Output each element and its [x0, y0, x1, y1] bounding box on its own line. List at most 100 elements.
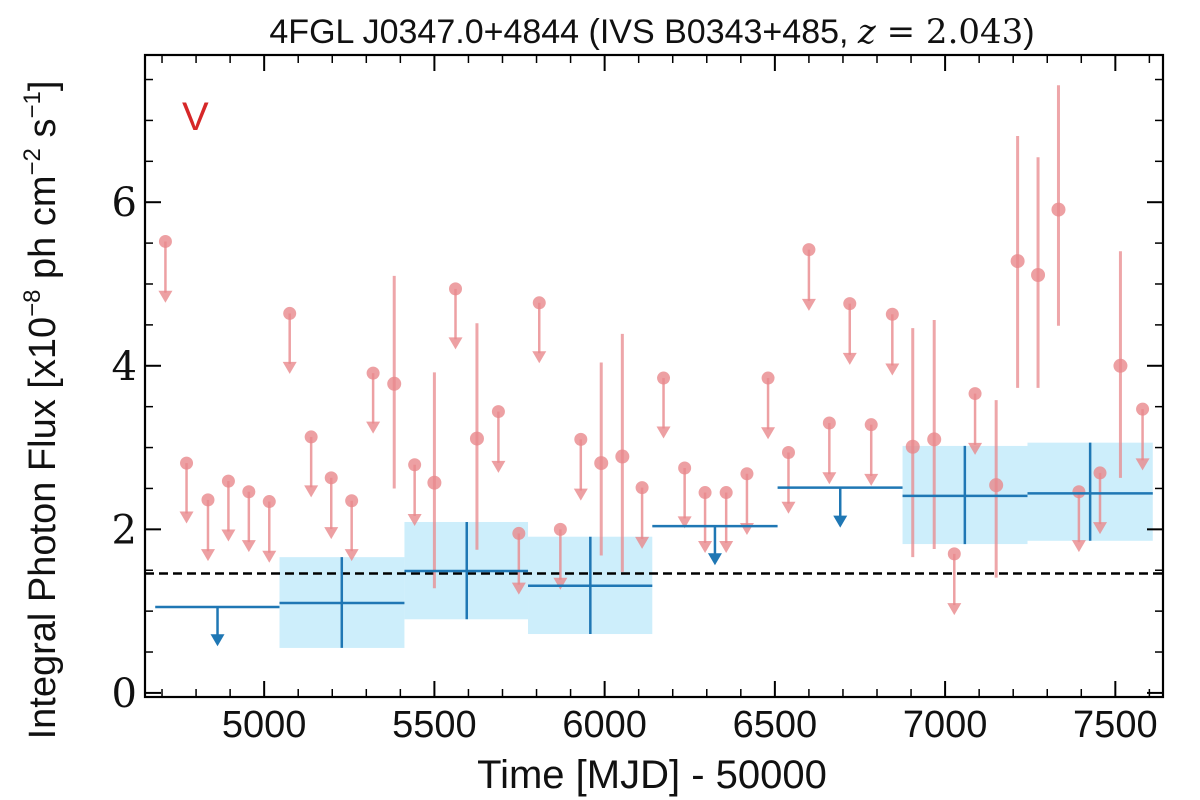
upper-limit-arrow	[200, 549, 215, 562]
x-tick-label: 5000	[222, 704, 307, 746]
axis-ticks	[145, 55, 1163, 697]
upper-limit-arrow	[553, 577, 568, 590]
upper-limit-arrow	[739, 522, 754, 535]
short-bin-point	[1113, 358, 1128, 373]
upper-limit-arrow	[573, 488, 588, 501]
x-tick-label: 6500	[733, 704, 818, 746]
y-tick-label: 2	[112, 507, 137, 553]
x-tick-label: 5500	[392, 704, 477, 746]
short-bin-point	[1051, 202, 1066, 217]
upper-limit-point	[324, 471, 338, 485]
upper-limit-point	[781, 445, 795, 459]
short-bin-point	[1031, 267, 1046, 282]
long-bin-limit-arrow	[833, 515, 848, 528]
x-axis-label: Time [MJD] - 50000	[477, 753, 827, 797]
upper-limit-arrow	[885, 363, 900, 376]
upper-limit-point	[885, 307, 899, 321]
panel-label: V	[182, 95, 209, 139]
upper-limit-point	[304, 430, 318, 444]
upper-limit-point	[761, 371, 775, 385]
upper-limit-arrow	[344, 549, 359, 562]
upper-limit-point	[822, 416, 836, 430]
upper-limit-arrow	[179, 511, 194, 524]
upper-limit-point	[678, 461, 692, 475]
upper-limit-arrow	[656, 426, 671, 439]
upper-limit-point	[532, 296, 546, 310]
upper-limit-point	[968, 387, 982, 401]
upper-limit-point	[1136, 402, 1150, 416]
upper-limit-arrow	[304, 485, 319, 498]
upper-limit-arrow	[781, 501, 796, 514]
upper-limit-arrow	[842, 352, 857, 365]
upper-limit-arrow	[635, 536, 650, 549]
y-tick-label: 4	[112, 344, 137, 390]
upper-limit-point	[366, 366, 380, 380]
upper-limit-point	[740, 467, 754, 481]
upper-limit-arrow	[282, 361, 297, 374]
plot-frame	[143, 53, 1165, 699]
plot-clipped	[145, 85, 1163, 648]
upper-limit-arrow	[511, 582, 526, 595]
upper-limit-arrow	[822, 472, 837, 485]
short-bin-point	[1010, 254, 1025, 269]
upper-limit-arrow	[1071, 540, 1086, 553]
x-tick-label: 7000	[903, 704, 988, 746]
upper-limit-arrow	[532, 351, 547, 364]
upper-limit-arrow	[158, 290, 173, 303]
upper-limit-arrow	[221, 529, 236, 542]
short-bin-point	[905, 439, 920, 454]
tick-labels: 5000 5500 6000 6500 7000 7500 0 2 4 6	[112, 180, 1158, 746]
upper-limit-point	[449, 282, 463, 296]
x-tick-label: 6000	[562, 704, 647, 746]
plot-area	[145, 85, 1163, 648]
upper-limit-point	[262, 495, 276, 509]
upper-limit-arrow	[947, 603, 962, 616]
short-bin-point	[469, 431, 484, 446]
short-bin-point	[989, 478, 1004, 493]
upper-limit-arrow	[241, 540, 256, 553]
upper-limit-point	[512, 526, 526, 540]
y-axis-label: Integral Photon Flux [x10−8 ph cm−2 s−1]	[19, 81, 64, 740]
upper-limit-arrow	[262, 550, 277, 563]
long-bin-limit-arrow	[210, 634, 225, 647]
upper-limit-point	[242, 485, 256, 499]
upper-limit-arrow	[407, 513, 422, 526]
upper-limit-arrow	[448, 337, 463, 350]
long-bin-limit-arrow	[707, 553, 722, 566]
upper-limit-arrow	[366, 421, 381, 434]
upper-limit-point	[864, 418, 878, 432]
upper-limit-point	[947, 547, 961, 561]
short-bin-point	[594, 456, 609, 471]
x-tick-label: 7500	[1073, 704, 1158, 746]
upper-limit-point	[802, 243, 816, 257]
upper-limit-arrow	[968, 442, 983, 455]
upper-limit-arrow	[698, 540, 713, 553]
y-tick-label: 0	[112, 671, 137, 717]
upper-limit-arrow	[491, 460, 506, 473]
upper-limit-point	[657, 371, 671, 385]
upper-limit-arrow	[1093, 522, 1108, 535]
upper-limit-point	[491, 405, 505, 419]
short-bin-point	[427, 475, 442, 490]
y-tick-label: 6	[112, 180, 137, 226]
upper-limit-point	[635, 481, 649, 495]
upper-limit-point	[201, 493, 215, 507]
upper-limit-point	[283, 306, 297, 320]
upper-limit-arrow	[864, 473, 879, 486]
upper-limit-arrow	[761, 427, 776, 440]
upper-limit-arrow	[1135, 458, 1150, 471]
upper-limit-point	[1093, 466, 1107, 480]
short-bin-point	[387, 376, 402, 391]
upper-limit-point	[843, 297, 857, 311]
upper-limit-point	[1072, 485, 1086, 499]
upper-limit-point	[180, 456, 194, 470]
upper-limit-point	[553, 522, 567, 536]
upper-limit-arrow	[677, 516, 692, 529]
chart-title: 4FGL J0347.0+4844 (IVS B0343+485, z = 2.…	[269, 12, 1034, 52]
upper-limit-arrow	[801, 298, 816, 311]
upper-limit-point	[574, 432, 588, 446]
upper-limit-arrow	[324, 527, 339, 540]
short-bin-point	[927, 432, 942, 447]
upper-limit-point	[345, 494, 359, 508]
